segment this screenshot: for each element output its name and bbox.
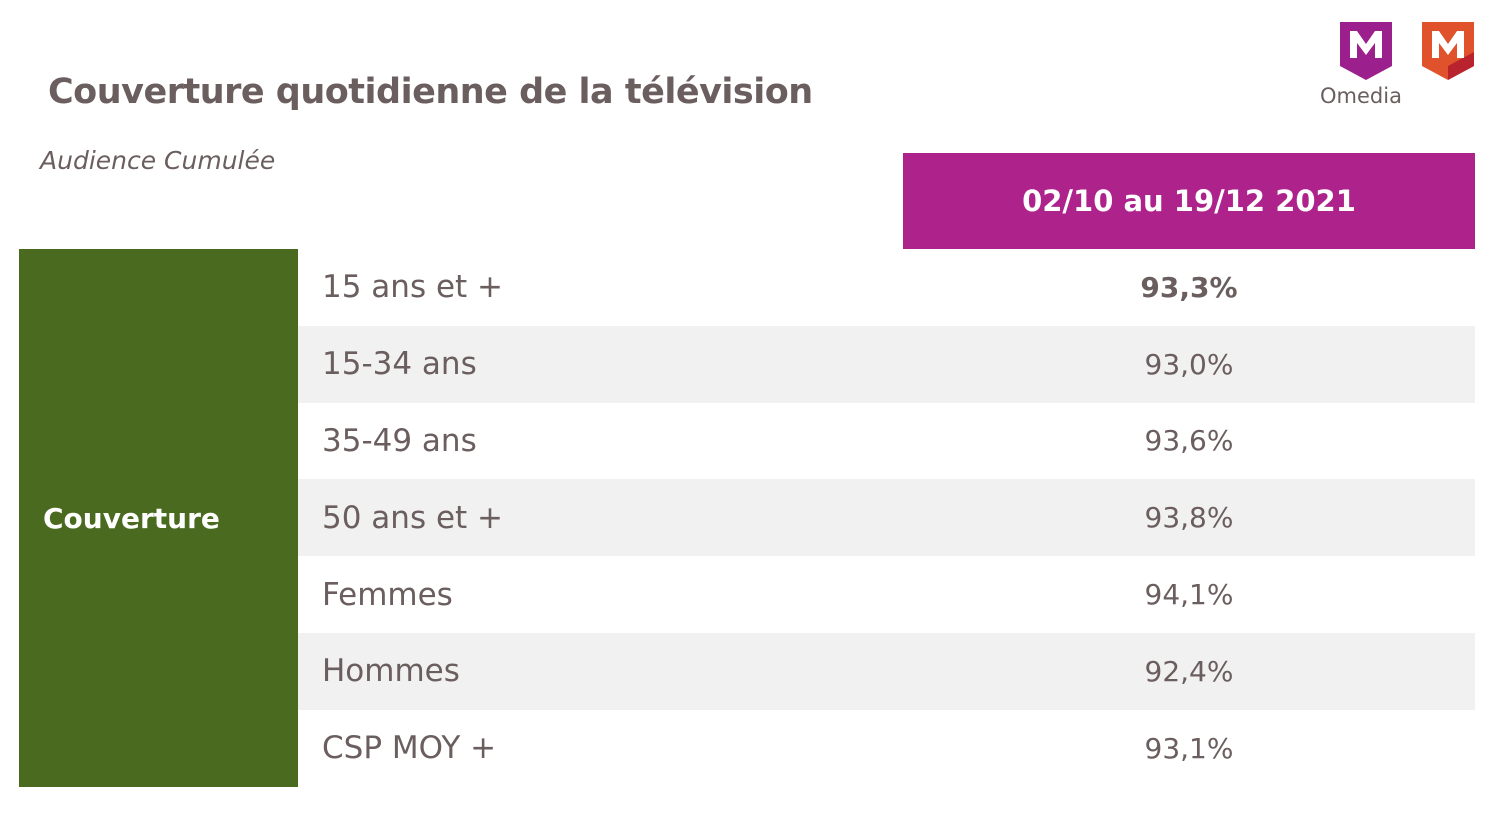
- row-label: 15 ans et +: [322, 269, 504, 306]
- period-header: 02/10 au 19/12 2021: [903, 153, 1475, 249]
- group-label-cell: Couverture: [19, 249, 298, 787]
- table-row: 35-49 ans 93,6%: [298, 403, 1475, 480]
- omedia-logo: Omedia: [1320, 22, 1480, 114]
- row-label: 35-49 ans: [322, 422, 477, 459]
- row-label: 15-34 ans: [322, 346, 477, 383]
- table-row: CSP MOY + 93,1%: [298, 710, 1475, 787]
- m-purple-logo-icon: [1340, 22, 1392, 80]
- table-row: Hommes 92,4%: [298, 632, 1475, 710]
- data-rows: 15 ans et + 93,3% 15-34 ans 93,0% 35-49 ans 9…: [298, 249, 1475, 787]
- row-value: 93,1%: [1144, 731, 1234, 765]
- table-row: 15-34 ans 93,0%: [298, 325, 1475, 403]
- page-subtitle: Audience Cumulée: [40, 146, 276, 175]
- row-label: CSP MOY +: [322, 730, 497, 767]
- table-row: Femmes 94,1%: [298, 556, 1475, 633]
- row-label: 50 ans et +: [322, 499, 504, 536]
- page-title: Couverture quotidienne de la télévision: [48, 72, 813, 112]
- row-value: 94,1%: [1144, 578, 1234, 612]
- table-row: 15 ans et + 93,3%: [298, 249, 1475, 326]
- row-value: 93,3%: [1140, 270, 1238, 304]
- row-label: Hommes: [322, 653, 460, 690]
- row-value: 92,4%: [1144, 654, 1234, 688]
- row-value: 93,0%: [1144, 347, 1234, 381]
- m-orange-logo-icon: [1422, 22, 1474, 80]
- logo-text: Omedia: [1320, 84, 1402, 108]
- row-label: Femmes: [322, 576, 453, 613]
- table-row: 50 ans et + 93,8%: [298, 479, 1475, 557]
- row-value: 93,8%: [1144, 501, 1234, 535]
- row-value: 93,6%: [1144, 424, 1234, 458]
